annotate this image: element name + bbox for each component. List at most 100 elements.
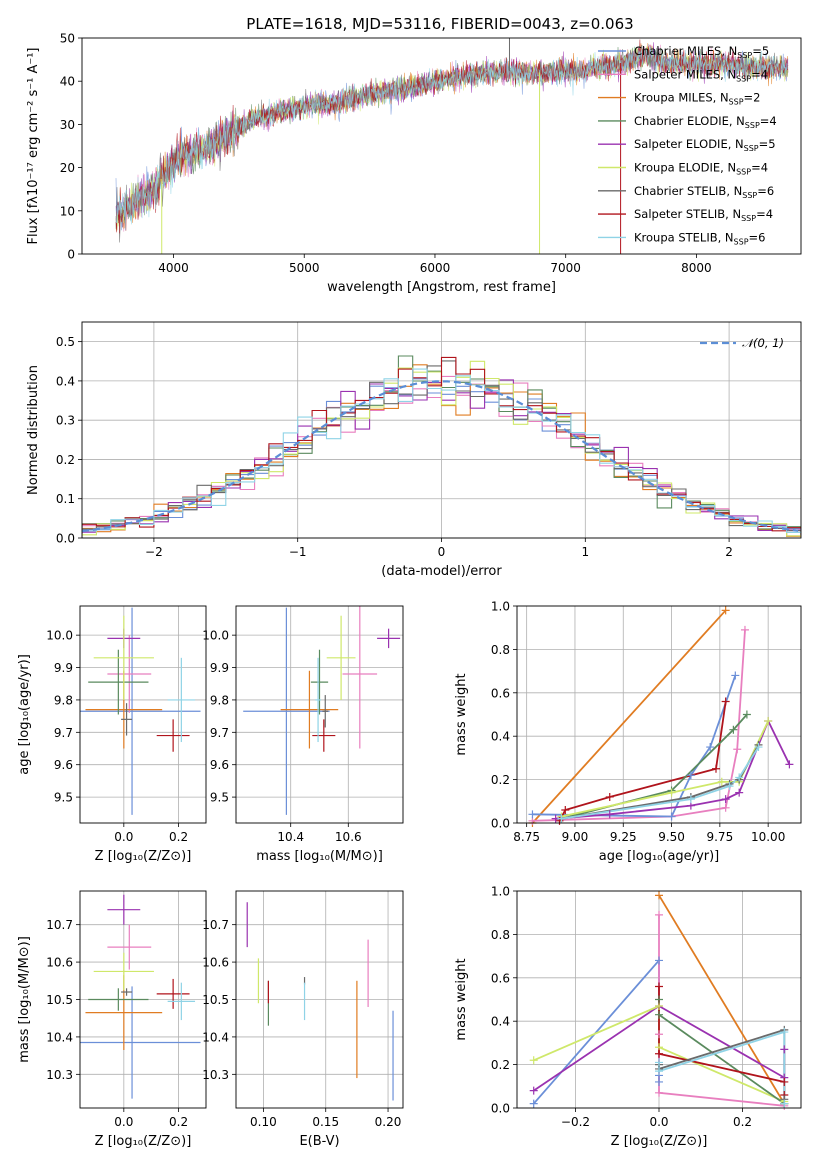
- plot-area-spectrum: [115, 38, 789, 254]
- y-tick-label: 10.3: [202, 1068, 229, 1082]
- panel-spectrum: 4000 5000 6000 7000 8000 0 10 20 30 40 50 wavelengt…: [26, 32, 802, 295]
- y-tick-label: 10.4: [46, 1030, 73, 1044]
- y-tick-label: 10.6: [202, 956, 229, 970]
- legend-label-value: =6: [757, 184, 774, 198]
- legend-label-sub: SSP: [737, 51, 752, 60]
- plot-area-mass-vs-Z: [80, 894, 201, 1099]
- legend-label: Salpeter MILES, NSSP=4: [634, 67, 768, 83]
- x-tick-label: 2: [725, 545, 733, 559]
- plot-frame: [79, 890, 207, 1109]
- legend-label-main: Chabrier ELODIE, N: [634, 114, 745, 128]
- x-tick-label: 5000: [289, 261, 320, 275]
- y-tick-label: 0.4: [491, 730, 510, 744]
- series-marker: [655, 910, 663, 919]
- y-tick-label: 9.6: [210, 758, 229, 772]
- x-tick-label: 0.15: [312, 1115, 339, 1129]
- plot-frame: [235, 890, 404, 1109]
- y-tick-label: 9.8: [210, 693, 229, 707]
- y-tick-label: 0.2: [56, 453, 75, 467]
- legend-label-value: =5: [752, 44, 769, 58]
- series-marker: [667, 788, 676, 797]
- x-tick-label: 9.50: [658, 830, 685, 844]
- y-tick-label: 9.5: [210, 791, 229, 805]
- plot-frame: [235, 605, 404, 824]
- y-tick-label: 9.7: [54, 726, 73, 740]
- series-marker: [780, 1045, 789, 1054]
- legend-label-value: =4: [756, 207, 773, 221]
- x-tick-label: 9.00: [562, 830, 589, 844]
- legend-label-main: Salpeter MILES, N: [634, 67, 736, 81]
- x-tick-label: −2: [145, 545, 163, 559]
- legend-label: 𝒩(0, 1): [742, 336, 784, 350]
- y-tick-label: 0.6: [491, 971, 510, 985]
- x-tick-label: 9.75: [706, 830, 733, 844]
- series-line: [658, 986, 786, 1095]
- series-marker: [780, 1028, 789, 1037]
- x-tick-label: −0.2: [561, 1115, 590, 1129]
- series-marker: [605, 792, 614, 801]
- x-axis-label: Z [log₁₀(Z/Z⊙)]: [95, 1134, 192, 1149]
- x-tick-label: 0.2: [169, 1115, 188, 1129]
- legend-label: Kroupa MILES, NSSP=2: [634, 91, 760, 107]
- series-line: [658, 894, 786, 1105]
- figure-title: PLATE=1618, MJD=53116, FIBERID=0043, z=0…: [246, 15, 633, 33]
- legend-label-value: =4: [760, 114, 777, 128]
- x-tick-label: 1: [581, 545, 589, 559]
- plot-frame: [516, 890, 802, 1109]
- series-marker: [529, 1086, 538, 1095]
- x-tick-label: 0.20: [375, 1115, 402, 1129]
- series-marker: [655, 1067, 663, 1076]
- plot-frame: [81, 37, 802, 255]
- y-tick-label: 0.4: [56, 374, 75, 388]
- panel-age-vs-mass: 10.4 10.6 9.5 9.6 9.7 9.8 9.9 10.0 mass [log₁₀(M…: [202, 605, 404, 864]
- histogram-step: [82, 368, 801, 533]
- series-line: [533, 958, 660, 1105]
- y-tick-label: 0.8: [491, 643, 510, 657]
- x-tick-label: 8.75: [513, 830, 540, 844]
- series-marker: [561, 805, 570, 814]
- legend-label: Chabrier STELIB, NSSP=6: [634, 184, 774, 200]
- x-tick-label: 4000: [158, 261, 189, 275]
- series-marker: [731, 671, 740, 680]
- y-tick-label: 0.3: [56, 414, 75, 428]
- series-marker: [721, 697, 730, 706]
- series-marker: [605, 810, 614, 819]
- legend-label-sub: SSP: [744, 144, 759, 153]
- series-marker: [655, 1049, 663, 1058]
- series-marker: [655, 1088, 663, 1097]
- series-marker: [780, 1077, 789, 1086]
- legend-label-main: Kroupa MILES, N: [634, 91, 729, 105]
- x-tick-label: 9.25: [610, 830, 637, 844]
- series-marker: [725, 782, 734, 791]
- y-tick-label: 20: [60, 161, 75, 175]
- legend-label: Kroupa STELIB, NSSP=6: [634, 230, 765, 246]
- spectrum-line: [115, 46, 789, 231]
- legend-label: Kroupa ELODIE, NSSP=4: [634, 161, 768, 177]
- legend-label-value: =4: [751, 67, 768, 81]
- plot-frame: [81, 321, 802, 539]
- legend-label-sub: SSP: [742, 191, 757, 200]
- y-tick-label: 10.6: [46, 956, 73, 970]
- series-marker: [742, 710, 751, 719]
- series-marker: [529, 1056, 538, 1065]
- x-tick-label: 7000: [550, 261, 581, 275]
- series-marker: [735, 788, 744, 797]
- panel-age-vs-Z: 0.0 0.2 9.5 9.6 9.7 9.8 9.9 10.0 Z [log₁₀(Z/Z⊙)]…: [17, 605, 207, 864]
- legend-label: Salpeter STELIB, NSSP=4: [634, 207, 773, 223]
- series-marker: [733, 745, 742, 754]
- x-axis-label: Z [log₁₀(Z/Z⊙)]: [95, 849, 192, 864]
- series-marker: [655, 982, 663, 991]
- legend-label-sub: SSP: [741, 214, 756, 223]
- plot-frame: [79, 605, 207, 824]
- series-marker: [557, 814, 566, 823]
- y-tick-label: 50: [60, 32, 75, 46]
- gaussian-reference-curve: [82, 380, 799, 533]
- y-axis-label: age [log₁₀(age/yr)]: [17, 654, 32, 775]
- series-marker: [721, 803, 730, 812]
- y-tick-label: 40: [60, 75, 75, 89]
- legend-label: Chabrier ELODIE, NSSP=4: [634, 114, 777, 130]
- series-marker: [655, 956, 663, 965]
- legend-label-value: =2: [744, 91, 761, 105]
- legend-label-main: Kroupa ELODIE, N: [634, 161, 736, 175]
